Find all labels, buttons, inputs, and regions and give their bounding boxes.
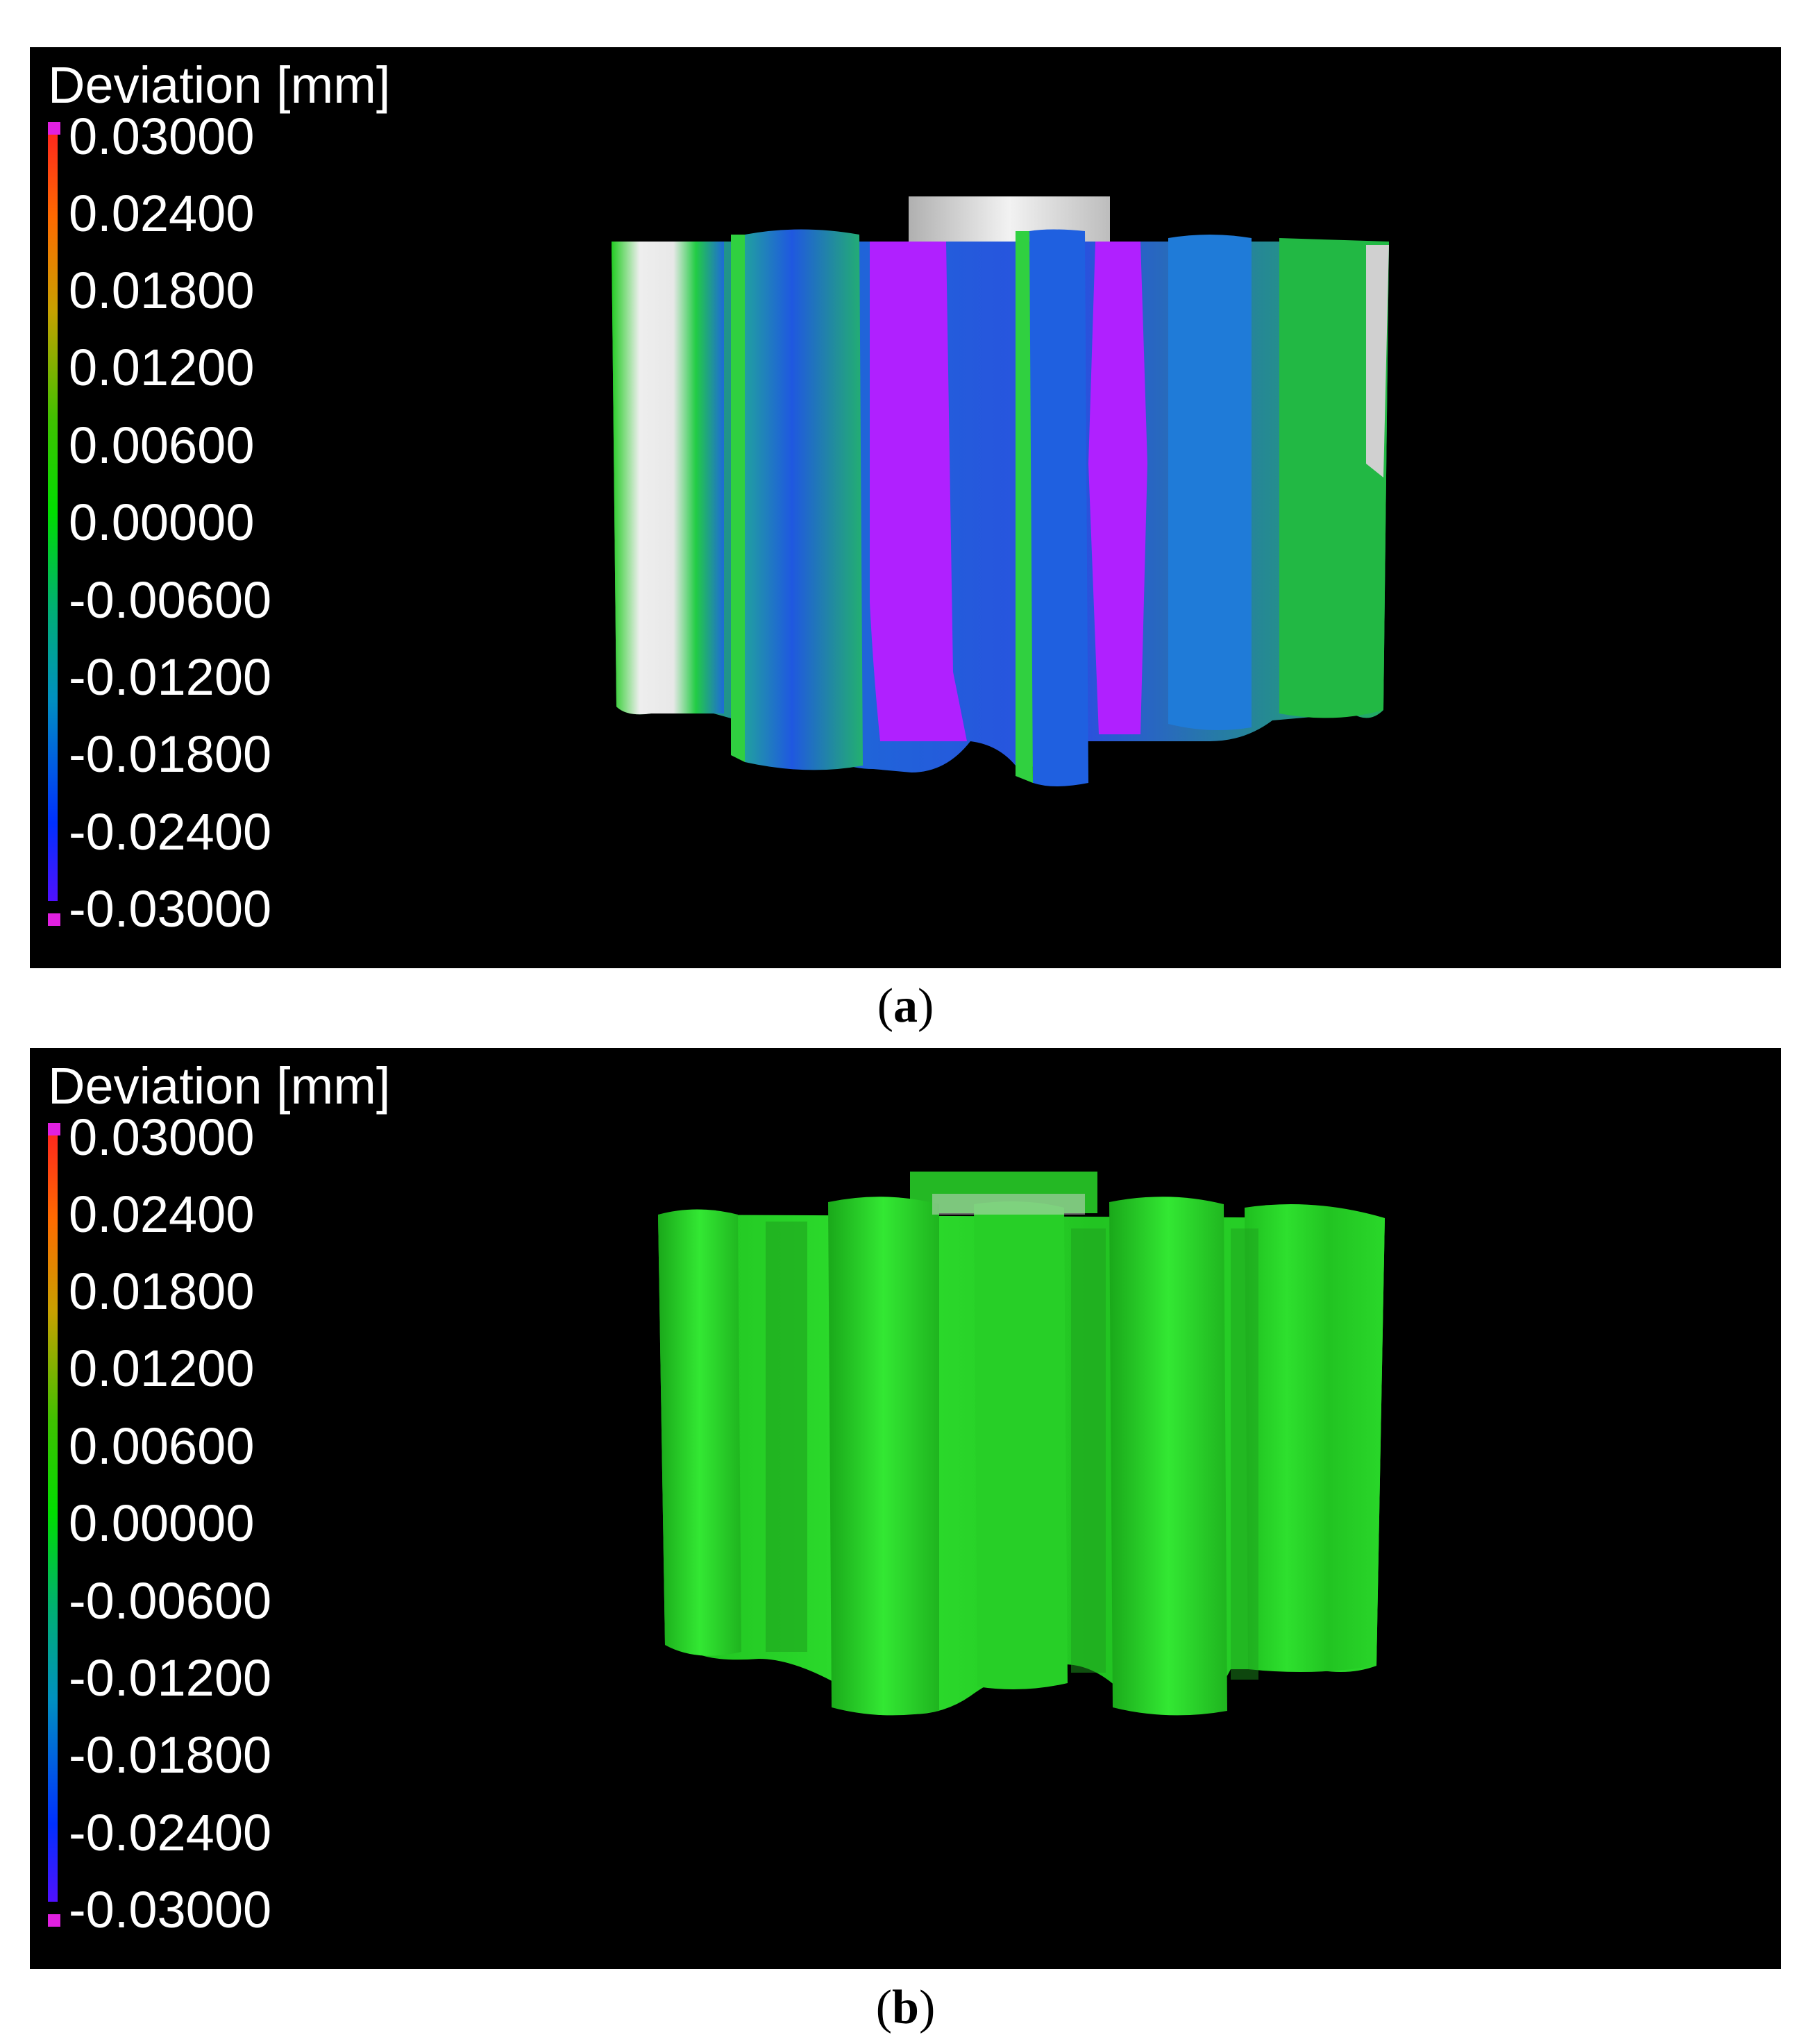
legend-tick: 0.00600	[69, 1417, 255, 1475]
legend-tick: 0.01800	[69, 1262, 255, 1320]
scale-min-marker	[48, 913, 60, 926]
legend-title: Deviation [mm]	[48, 1057, 391, 1115]
caption-open: (	[877, 979, 893, 1033]
caption-close: )	[918, 1981, 936, 2034]
color-scale-bar	[48, 1124, 58, 1902]
legend-tick: -0.02400	[69, 803, 272, 861]
gear-deviation-model-b	[658, 1172, 1385, 1716]
legend-tick: 0.01800	[69, 262, 255, 319]
legend-tick: -0.01800	[69, 1726, 272, 1784]
deviation-viewport-a[interactable]: Deviation [mm] 0.03000 0.02400 0.01800 0…	[30, 47, 1781, 968]
legend-tick: 0.01200	[69, 339, 255, 396]
scale-min-marker	[48, 1914, 60, 1927]
legend-tick: 0.02400	[69, 185, 255, 242]
legend-tick: 0.03000	[69, 108, 255, 165]
caption-a: (a)	[0, 979, 1811, 1034]
gear-deviation-model-a	[612, 196, 1389, 786]
legend-tick: -0.01200	[69, 648, 272, 706]
legend-tick: -0.03000	[69, 880, 272, 938]
legend-tick: 0.01200	[69, 1340, 255, 1397]
legend-tick: -0.01200	[69, 1649, 272, 1707]
legend-tick: -0.02400	[69, 1804, 272, 1861]
deviation-viewport-b[interactable]: Deviation [mm] 0.03000 0.02400 0.01800 0…	[30, 1048, 1781, 1969]
legend-tick: -0.01800	[69, 725, 272, 783]
scale-max-marker	[48, 122, 60, 135]
caption-letter: a	[893, 979, 918, 1033]
caption-close: )	[918, 979, 934, 1033]
legend-tick: -0.03000	[69, 1881, 272, 1939]
legend-tick: 0.03000	[69, 1108, 255, 1166]
legend-title: Deviation [mm]	[48, 56, 391, 114]
legend-tick: 0.02400	[69, 1185, 255, 1243]
scale-max-marker	[48, 1123, 60, 1135]
caption-open: (	[875, 1981, 893, 2034]
legend-tick: 0.00000	[69, 1494, 255, 1552]
legend-tick: -0.00600	[69, 571, 272, 629]
caption-letter: b	[892, 1981, 919, 2034]
color-scale-bar	[48, 124, 58, 901]
legend-tick: 0.00600	[69, 416, 255, 474]
legend-tick: -0.00600	[69, 1572, 272, 1630]
caption-b: (b)	[0, 1980, 1811, 2036]
legend-tick: 0.00000	[69, 493, 255, 551]
